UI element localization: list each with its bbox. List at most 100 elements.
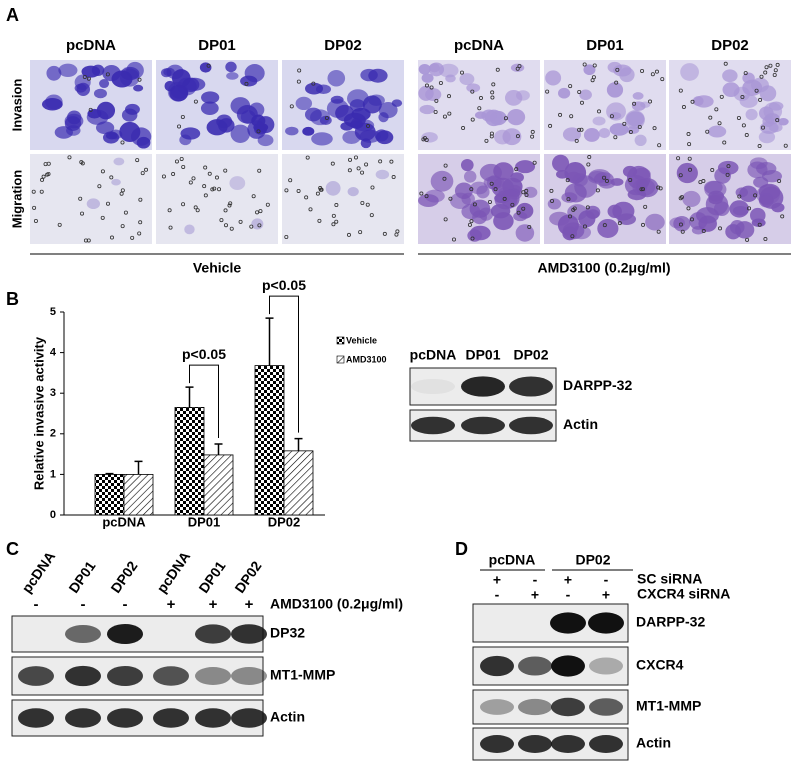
pore <box>137 231 142 236</box>
lane-label: DP01 <box>195 558 228 596</box>
pore <box>424 138 429 143</box>
pore <box>434 98 439 103</box>
pore <box>717 121 722 126</box>
pore <box>370 185 375 190</box>
pore <box>67 155 72 160</box>
cell <box>545 70 562 86</box>
band <box>18 708 54 728</box>
pore <box>640 68 645 73</box>
cell <box>640 101 651 108</box>
bar <box>203 454 234 516</box>
cell <box>470 181 488 195</box>
cell <box>751 218 766 227</box>
pore <box>722 140 727 145</box>
cell <box>597 218 619 238</box>
blot-label: DARPP-32 <box>636 614 705 630</box>
pore <box>490 90 495 95</box>
band <box>480 699 514 715</box>
pore <box>527 224 532 229</box>
pore <box>737 194 742 199</box>
error-bar <box>294 437 303 451</box>
cell <box>201 91 220 104</box>
pore <box>289 104 294 109</box>
panel-label: D <box>455 539 468 559</box>
cell <box>694 95 714 108</box>
pore <box>369 213 374 218</box>
pore <box>249 224 254 229</box>
cell <box>226 72 239 80</box>
pore <box>347 168 352 173</box>
pore <box>181 202 186 207</box>
pore <box>88 107 93 112</box>
pore <box>395 229 400 234</box>
cell <box>285 126 299 136</box>
pore <box>613 135 618 140</box>
pore <box>130 235 135 240</box>
pore <box>725 172 730 177</box>
pore <box>193 99 198 104</box>
cell <box>486 175 502 190</box>
cell <box>583 64 596 76</box>
pore <box>678 88 683 93</box>
cell <box>251 218 264 230</box>
cell <box>722 69 738 83</box>
pore <box>424 83 429 88</box>
pore <box>255 210 260 215</box>
pore <box>687 142 692 147</box>
cell <box>360 68 378 82</box>
treatment-sign: - <box>81 596 86 613</box>
pore <box>318 187 323 192</box>
band <box>153 666 189 686</box>
y-tick-label: 2 <box>50 428 56 440</box>
pore <box>515 66 520 71</box>
x-tick-label: DP01 <box>188 514 221 529</box>
band <box>65 665 101 687</box>
pore <box>568 214 573 219</box>
cell <box>742 79 763 96</box>
pore <box>120 188 125 193</box>
treatment-label: CXCR4 siRNA <box>637 586 730 602</box>
cell <box>136 136 151 149</box>
pore <box>754 88 759 93</box>
error-bar <box>265 317 274 366</box>
pore <box>459 70 464 75</box>
pore <box>777 178 782 183</box>
band <box>411 416 455 435</box>
pore <box>288 178 293 183</box>
cell <box>326 99 349 118</box>
pore <box>604 179 609 184</box>
pore <box>120 224 125 229</box>
cell <box>513 211 528 222</box>
cell <box>58 63 78 78</box>
band <box>195 624 231 644</box>
pore <box>203 165 208 170</box>
cell <box>378 102 398 119</box>
pore <box>82 74 87 79</box>
group-label: pcDNA <box>489 552 536 568</box>
pore <box>521 206 526 211</box>
cell <box>759 85 777 102</box>
pore <box>747 206 752 211</box>
pore <box>686 132 691 137</box>
blot-label: MT1-MMP <box>270 667 335 683</box>
lane-label: DP02 <box>513 347 548 363</box>
cell <box>579 89 592 101</box>
pore <box>258 209 263 214</box>
pore <box>40 177 45 182</box>
lane-label: DP02 <box>107 558 140 596</box>
error-bar <box>185 386 194 408</box>
pore <box>489 134 494 139</box>
pore <box>138 197 143 202</box>
pore <box>79 160 84 165</box>
treatment-sign: + <box>209 596 218 613</box>
band <box>518 656 552 676</box>
pore <box>86 238 91 243</box>
pore <box>324 115 329 120</box>
column-label: DP01 <box>198 37 236 54</box>
cell <box>585 205 601 219</box>
cell <box>705 193 729 216</box>
treatment-sign: - <box>604 572 609 588</box>
pore <box>109 235 114 240</box>
cell <box>725 224 742 240</box>
cell <box>225 61 237 73</box>
